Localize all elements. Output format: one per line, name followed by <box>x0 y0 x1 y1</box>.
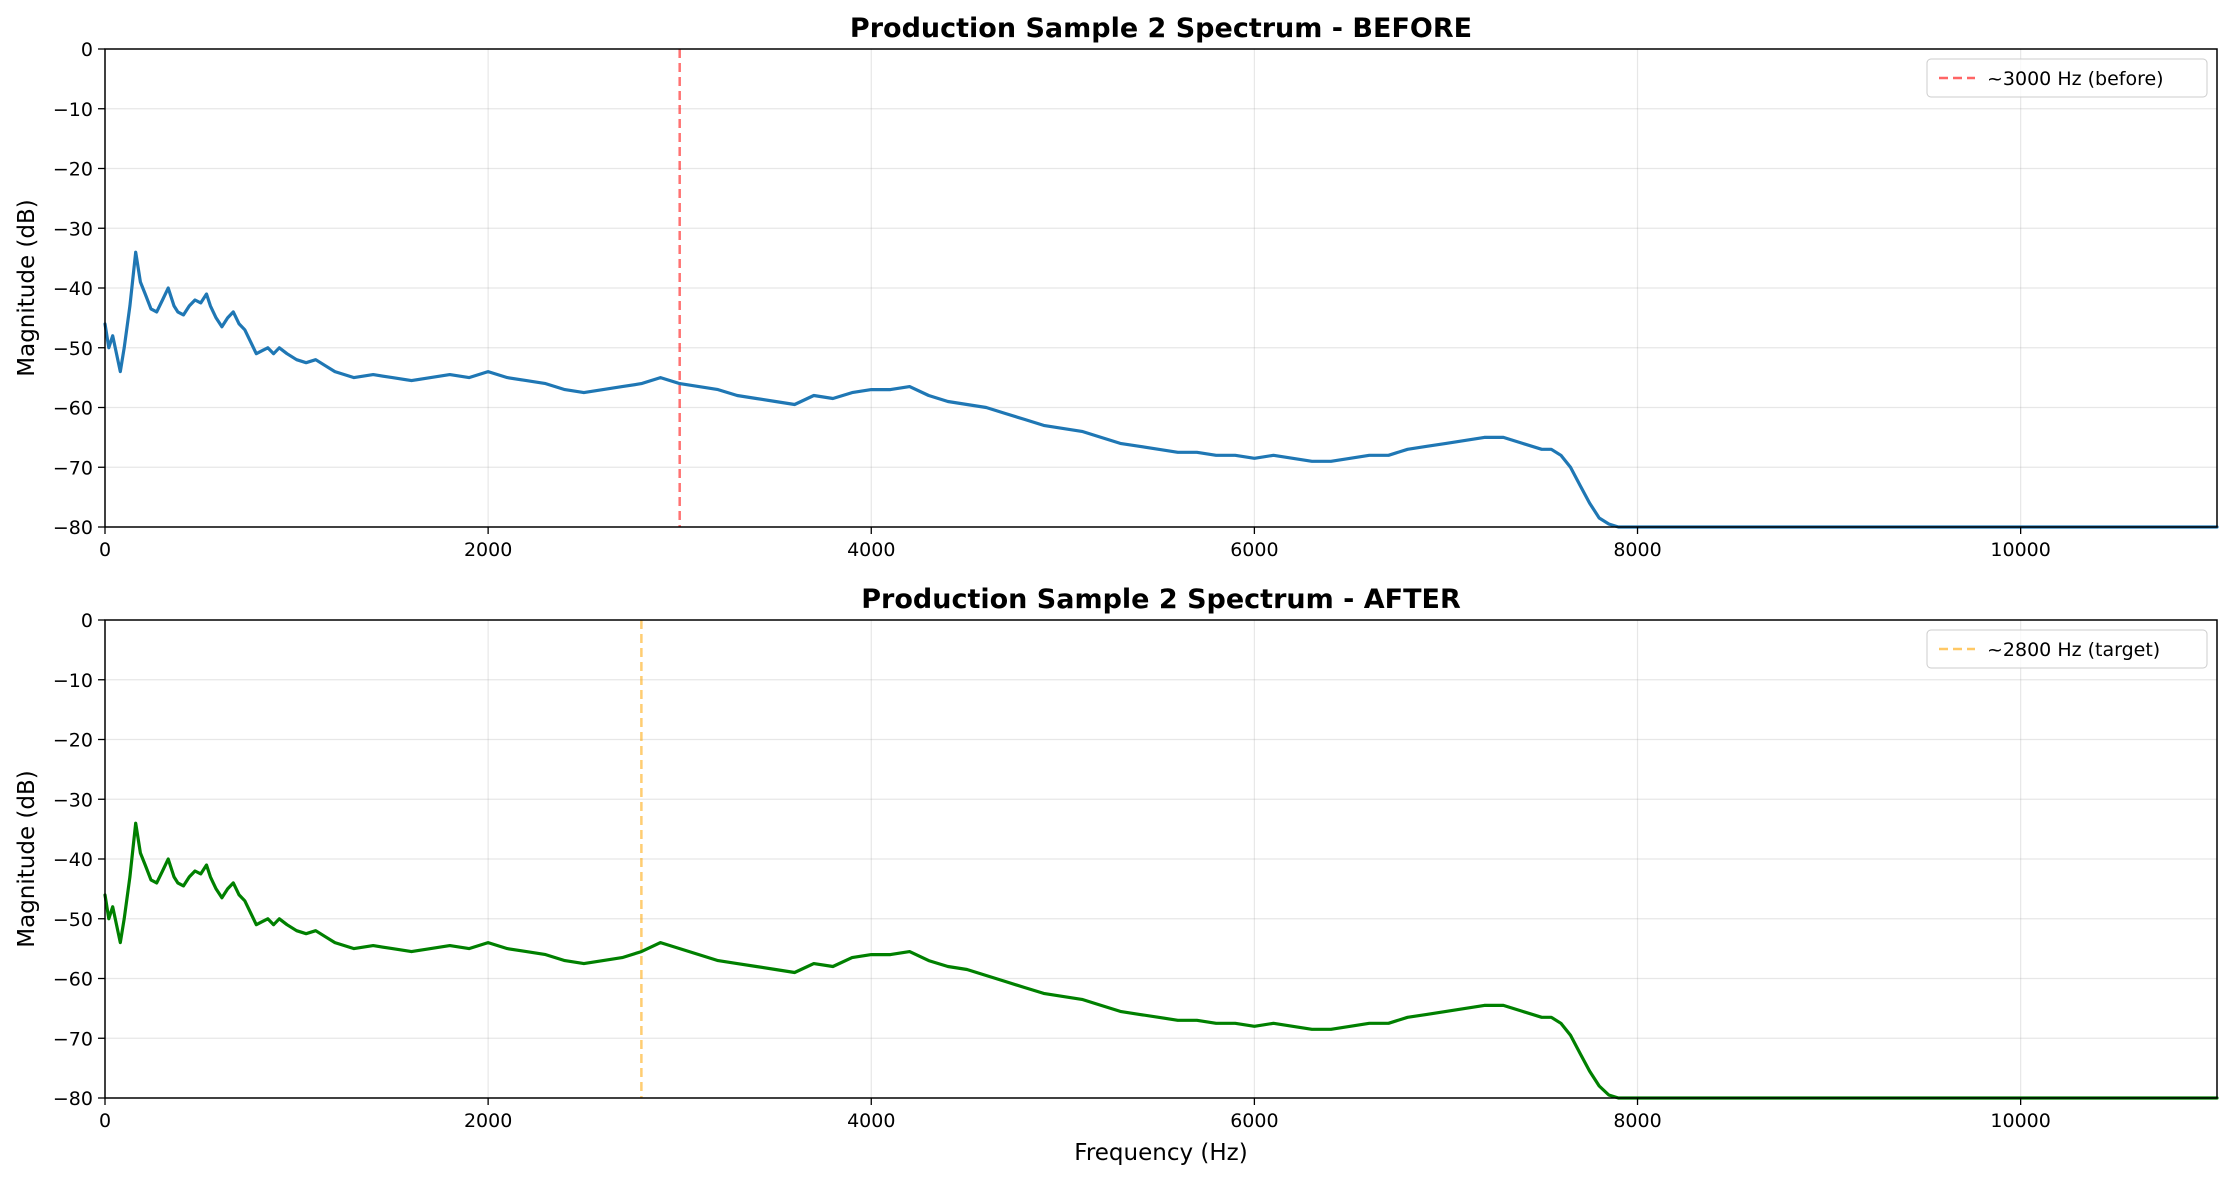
grid-lines <box>105 620 2217 1098</box>
y-tick-label: −40 <box>53 849 93 871</box>
legend-label: ~3000 Hz (before) <box>1987 68 2164 90</box>
x-tick-label: 4000 <box>847 1110 895 1132</box>
x-tick-label: 4000 <box>847 539 895 561</box>
y-axis-label: Magnitude (dB) <box>14 770 40 948</box>
y-tick-label: −60 <box>53 969 93 991</box>
y-tick-label: −80 <box>53 1088 93 1110</box>
x-tick-label: 6000 <box>1230 539 1278 561</box>
series-line <box>103 250 2219 529</box>
legend-box <box>1926 629 2208 669</box>
spectrum-after-panel: 0 2000 4000 6000 8000 10000 0 −10 −20 −30 −40 −50 −… <box>14 584 2219 1166</box>
x-tick-label: 2000 <box>464 1110 512 1132</box>
y-tick-label: −70 <box>53 457 93 479</box>
spectrum-line <box>103 250 2219 529</box>
grid-lines <box>105 49 2217 527</box>
y-tick-label: −70 <box>53 1028 93 1050</box>
x-tick-label: 0 <box>99 539 111 561</box>
y-tick-label: −40 <box>53 278 93 300</box>
legend-label: ~2800 Hz (target) <box>1987 639 2160 661</box>
x-tick-label: 2000 <box>464 539 512 561</box>
x-tick-label: 10000 <box>1990 1110 2050 1132</box>
legend: ~2800 Hz (target) <box>1926 629 2208 669</box>
x-tick-label: 8000 <box>1613 1110 1661 1132</box>
y-tick-label: −50 <box>53 338 93 360</box>
y-tick-label: 0 <box>81 610 93 632</box>
y-tick-label: −50 <box>53 909 93 931</box>
y-tick-label: −10 <box>53 670 93 692</box>
y-axis-ticks: 0 −10 −20 −30 −40 −50 −60 −70 −80 <box>53 39 105 539</box>
y-tick-label: −20 <box>53 159 93 181</box>
legend-box <box>1926 58 2208 98</box>
series-line <box>103 821 2219 1100</box>
y-tick-label: −10 <box>53 99 93 121</box>
spectrum-before-panel: 0 2000 4000 6000 8000 10000 0 −10 −20 −30 −40 −50 −… <box>14 13 2219 561</box>
y-axis-ticks: 0 −10 −20 −30 −40 −50 −60 −70 −80 <box>53 610 105 1110</box>
x-axis-label: Frequency (Hz) <box>1074 1140 1247 1166</box>
x-tick-label: 6000 <box>1230 1110 1278 1132</box>
legend: ~3000 Hz (before) <box>1926 58 2208 98</box>
x-tick-label: 10000 <box>1990 539 2050 561</box>
x-tick-label: 0 <box>99 1110 111 1132</box>
y-tick-label: 0 <box>81 39 93 61</box>
y-tick-label: −80 <box>53 517 93 539</box>
spectrum-line <box>103 821 2219 1100</box>
x-axis-ticks: 0 2000 4000 6000 8000 10000 <box>99 1098 2051 1132</box>
y-axis-label: Magnitude (dB) <box>14 199 40 377</box>
x-axis-ticks: 0 2000 4000 6000 8000 10000 <box>99 527 2051 561</box>
chart-title: Production Sample 2 Spectrum - AFTER <box>861 584 1461 615</box>
y-tick-label: −20 <box>53 730 93 752</box>
x-tick-label: 8000 <box>1613 539 1661 561</box>
y-tick-label: −30 <box>53 218 93 240</box>
y-tick-label: −60 <box>53 398 93 420</box>
y-tick-label: −30 <box>53 789 93 811</box>
chart-title: Production Sample 2 Spectrum - BEFORE <box>850 13 1472 44</box>
